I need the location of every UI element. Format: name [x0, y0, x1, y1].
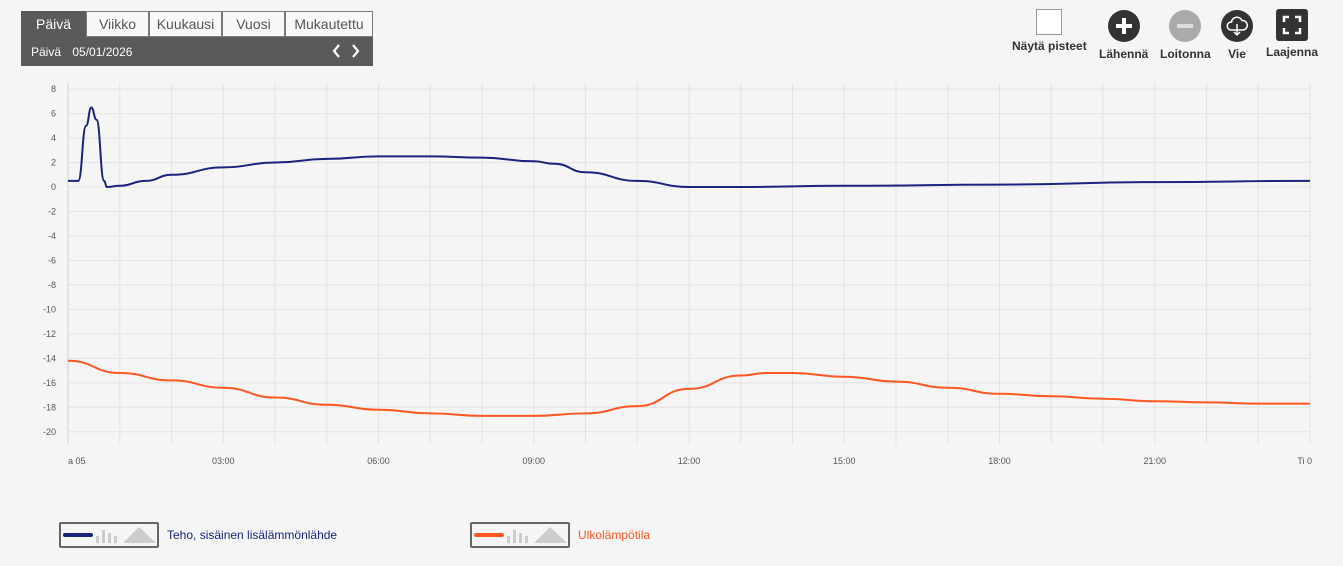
x-tick-label: 06:00 — [367, 456, 390, 466]
zoom-in-button[interactable]: Lähennä — [1099, 9, 1148, 61]
legend-label-outdoor-temp: Ulkolämpötila — [578, 528, 651, 542]
chart-grid — [67, 83, 1311, 444]
legend-item-power[interactable]: Teho, sisäinen lisälämmönlähde — [59, 522, 337, 548]
x-axis-ticks: a 05 03:00 06:00 09:00 12:00 15:00 18:00 21:00 T… — [68, 456, 1312, 466]
date-value[interactable]: 05/01/2026 — [72, 45, 133, 59]
fullscreen-icon — [1276, 9, 1309, 41]
date-label: Päivä — [31, 45, 62, 59]
x-tick-label: 03:00 — [212, 456, 235, 466]
zoom-out-label: Loitonna — [1160, 47, 1211, 61]
y-tick-label: -10 — [43, 304, 56, 314]
y-tick-label: -14 — [43, 353, 56, 363]
period-tabs: Päivä Viikko Kuukausi Vuosi Mukautettu — [21, 11, 373, 38]
series-line-0[interactable] — [68, 106, 1311, 189]
y-tick-label: -12 — [43, 329, 56, 339]
y-tick-label: -8 — [48, 280, 56, 290]
expand-label: Laajenna — [1266, 45, 1319, 59]
show-points-toggle[interactable]: Näytä pisteet — [1012, 9, 1087, 53]
y-tick-label: -2 — [48, 206, 56, 216]
x-tick-label: 15:00 — [833, 456, 856, 466]
y-tick-label: 4 — [51, 133, 56, 143]
period-selector: Päivä Viikko Kuukausi Vuosi Mukautettu P… — [21, 11, 373, 66]
x-tick-label: 09:00 — [522, 456, 545, 466]
x-tick-label: 18:00 — [988, 456, 1011, 466]
tab-day[interactable]: Päivä — [21, 11, 86, 37]
tab-week[interactable]: Viikko — [86, 11, 149, 37]
chart-series — [67, 106, 1311, 417]
plus-icon — [1107, 10, 1140, 42]
y-tick-label: -20 — [43, 427, 56, 437]
legend-item-outdoor-temp[interactable]: Ulkolämpötila — [470, 522, 650, 548]
y-tick-label: -6 — [48, 255, 56, 265]
legend-swatch-power[interactable] — [59, 522, 159, 548]
x-tick-label: Ti 0 — [1297, 456, 1312, 466]
zoom-out-button[interactable]: Loitonna — [1160, 9, 1211, 61]
show-points-label: Näytä pisteet — [1012, 39, 1087, 53]
y-tick-label: -4 — [48, 231, 56, 241]
y-axis-ticks: 8 6 4 2 0 -2 -4 -6 -8 -10 -12 -14 -16 -18 -20 — [43, 84, 56, 437]
chevron-right-icon[interactable] — [350, 43, 361, 59]
legend-line-icon — [63, 527, 156, 543]
x-tick-label: 12:00 — [678, 456, 701, 466]
expand-button[interactable]: Laajenna — [1266, 9, 1318, 59]
tab-custom[interactable]: Mukautettu — [285, 11, 373, 37]
date-row: Päivä 05/01/2026 — [31, 43, 361, 61]
series-line-1[interactable] — [67, 359, 1310, 417]
date-nav — [331, 43, 361, 59]
export-label: Vie — [1228, 47, 1246, 61]
export-button[interactable]: Vie — [1220, 9, 1254, 61]
legend-line-icon — [474, 527, 567, 543]
cloud-download-icon — [1221, 10, 1253, 42]
y-tick-label: -16 — [43, 378, 56, 388]
tab-month[interactable]: Kuukausi — [149, 11, 222, 37]
y-tick-label: 6 — [51, 109, 56, 119]
line-chart[interactable]: 8 6 4 2 0 -2 -4 -6 -8 -10 -12 -14 -16 -18 -20 a 05 03:0… — [0, 80, 1343, 480]
legend-label-power: Teho, sisäinen lisälämmönlähde — [167, 528, 338, 542]
legend-swatch-outdoor-temp[interactable] — [470, 522, 570, 548]
chevron-left-icon[interactable] — [331, 43, 342, 59]
zoom-in-label: Lähennä — [1099, 47, 1149, 61]
tab-year[interactable]: Vuosi — [222, 11, 285, 37]
y-tick-label: -18 — [43, 402, 56, 412]
x-tick-label: 21:00 — [1143, 456, 1166, 466]
minus-icon — [1169, 10, 1202, 42]
checkbox-icon[interactable] — [1036, 9, 1063, 35]
y-tick-label: 2 — [51, 158, 56, 168]
x-tick-label: a 05 — [68, 456, 86, 466]
y-tick-label: 8 — [51, 84, 56, 94]
y-tick-label: 0 — [51, 182, 56, 192]
